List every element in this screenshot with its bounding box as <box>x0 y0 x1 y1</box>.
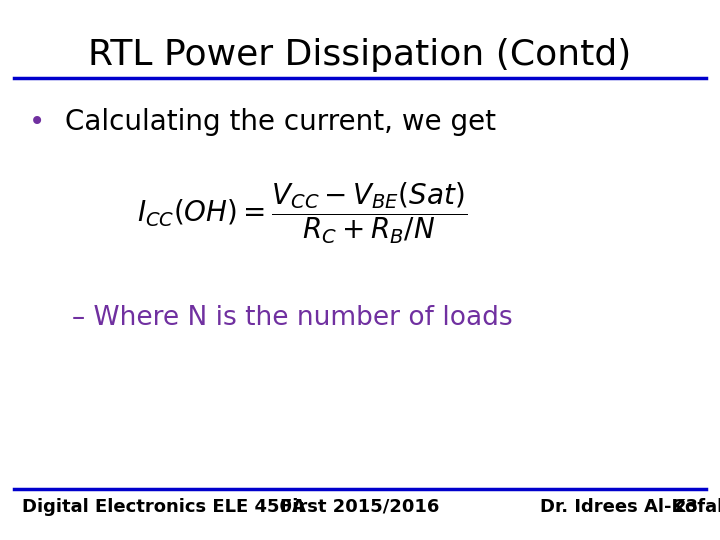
Text: $I_{CC}(OH) = \dfrac{V_{CC} - V_{BE}(Sat)}{R_C + R_B/N}$: $I_{CC}(OH) = \dfrac{V_{CC} - V_{BE}(Sat… <box>138 181 467 246</box>
Text: •: • <box>29 108 45 136</box>
Text: 23: 23 <box>673 498 698 516</box>
Text: RTL Power Dissipation (Contd): RTL Power Dissipation (Contd) <box>89 38 631 72</box>
Text: First 2015/2016: First 2015/2016 <box>280 498 440 516</box>
Text: Calculating the current, we get: Calculating the current, we get <box>65 108 496 136</box>
Text: Dr. Idrees Al-Kofahi: Dr. Idrees Al-Kofahi <box>540 498 720 516</box>
Text: – Where N is the number of loads: – Where N is the number of loads <box>72 305 513 331</box>
Text: Digital Electronics ELE 450A: Digital Electronics ELE 450A <box>22 498 305 516</box>
